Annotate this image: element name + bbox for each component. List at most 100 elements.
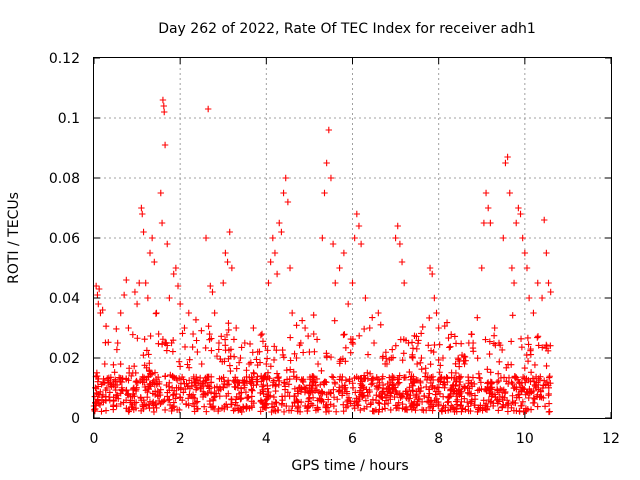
baseline-point: [384, 400, 392, 407]
baseline-point: [281, 392, 289, 400]
baseline-point: [238, 395, 245, 402]
baseline-point: [540, 382, 547, 389]
baseline-point: [111, 369, 118, 376]
baseline-point: [119, 387, 126, 394]
baseline-point: [254, 373, 261, 380]
baseline-point: [375, 384, 382, 391]
baseline-point: [291, 399, 298, 407]
baseline-point: [244, 393, 251, 401]
baseline-point: [516, 380, 523, 387]
data-point: [131, 288, 139, 296]
baseline-point: [377, 321, 384, 329]
baseline-point: [336, 387, 344, 394]
baseline-point: [221, 380, 228, 388]
baseline-point: [189, 394, 197, 401]
data-point: [120, 291, 128, 299]
data-point: [133, 300, 141, 308]
baseline-point: [299, 349, 307, 356]
baseline-point: [395, 399, 402, 406]
data-point: [502, 159, 509, 167]
baseline-point: [144, 393, 151, 401]
baseline-point: [239, 377, 246, 384]
baseline-point: [140, 379, 148, 386]
data-point: [355, 222, 363, 230]
baseline-point: [286, 366, 294, 373]
baseline-point: [517, 384, 525, 391]
baseline-point: [363, 403, 371, 410]
baseline-point: [280, 379, 288, 386]
baseline-point: [95, 375, 102, 383]
baseline-point: [518, 402, 525, 409]
baseline-point: [110, 403, 117, 410]
baseline-point: [319, 390, 326, 397]
baseline-point: [200, 403, 208, 410]
baseline-point: [389, 346, 396, 353]
x-axis: 0 2 4 6 8 10 12: [90, 58, 620, 447]
baseline-point: [185, 364, 193, 371]
baseline-point: [97, 388, 104, 396]
data-point: [278, 228, 285, 236]
data-point: [510, 279, 518, 287]
baseline-point: [396, 372, 403, 379]
baseline-point: [189, 343, 196, 351]
baseline-point: [413, 333, 420, 340]
baseline-point: [138, 396, 145, 404]
data-point: [181, 324, 188, 332]
y-tick-label: 0.1: [58, 111, 80, 127]
baseline-point: [513, 394, 520, 401]
baseline-point: [544, 347, 552, 355]
baseline-point: [483, 406, 491, 414]
baseline-point: [429, 373, 437, 380]
baseline-point: [465, 407, 472, 415]
baseline-point: [425, 386, 433, 393]
data-point: [105, 393, 113, 401]
baseline-point: [387, 396, 394, 403]
data-point: [250, 324, 257, 332]
data-point: [172, 264, 180, 272]
data-point: [491, 324, 498, 332]
baseline-point: [209, 396, 217, 403]
baseline-point: [408, 373, 415, 380]
data-point: [267, 258, 274, 266]
baseline-point: [203, 376, 210, 384]
baseline-point: [476, 374, 483, 382]
baseline-point: [408, 399, 415, 407]
baseline-point: [123, 386, 130, 394]
data-point: [211, 309, 218, 317]
data-point: [228, 264, 236, 272]
baseline-point: [306, 394, 313, 401]
baseline-point: [425, 342, 432, 349]
baseline-point: [518, 343, 526, 351]
baseline-point: [509, 392, 516, 399]
baseline-point: [322, 402, 329, 410]
baseline-point: [260, 390, 267, 398]
data-point: [157, 189, 164, 197]
baseline-point: [259, 338, 267, 345]
baseline-point: [343, 398, 351, 406]
data-point: [538, 294, 546, 302]
baseline-point: [132, 387, 140, 395]
baseline-point: [373, 383, 381, 390]
data-point: [297, 339, 304, 347]
data-point: [224, 258, 231, 266]
data-point: [534, 279, 541, 287]
baseline-point: [243, 367, 250, 374]
baseline-point: [147, 371, 154, 378]
baseline-point: [250, 370, 258, 377]
baseline-point: [332, 408, 340, 415]
baseline-point: [460, 383, 468, 390]
data-point: [144, 294, 152, 302]
baseline-point: [193, 376, 201, 383]
baseline-point: [141, 335, 148, 343]
baseline-point: [504, 401, 511, 409]
baseline-point: [169, 373, 177, 380]
baseline-point: [452, 360, 459, 368]
baseline-point: [232, 396, 240, 403]
baseline-point: [409, 345, 417, 352]
baseline-point: [540, 377, 548, 384]
baseline-point: [206, 336, 213, 343]
baseline-point: [397, 394, 404, 401]
baseline-point: [157, 386, 164, 393]
baseline-point: [172, 395, 179, 402]
baseline-point: [353, 373, 360, 381]
